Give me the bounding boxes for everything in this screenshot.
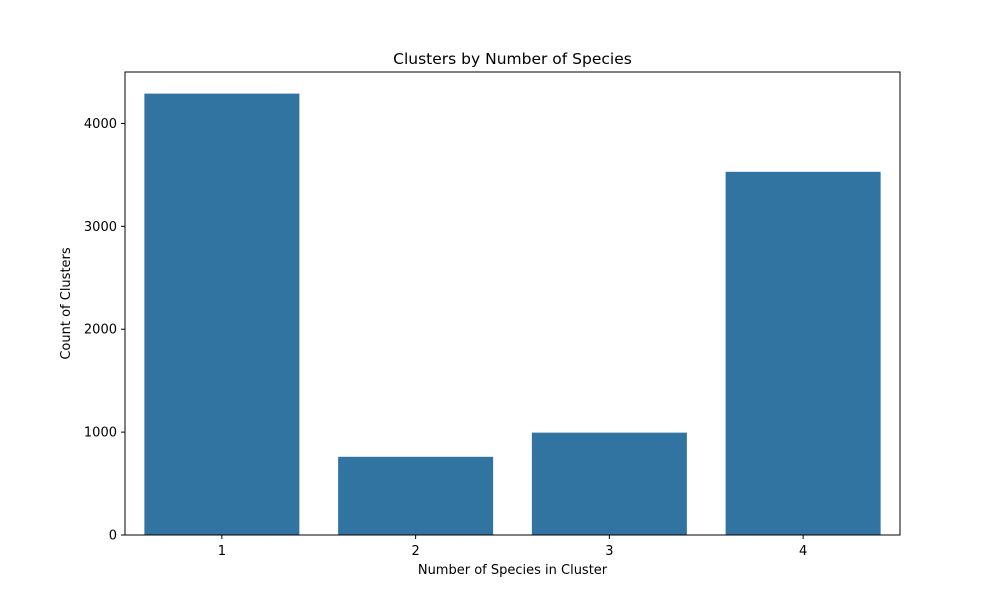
bar-3 xyxy=(531,432,687,535)
y-axis-label: Count of Clusters xyxy=(59,247,74,360)
y-tick-label: 0 xyxy=(109,529,117,544)
x-tick-label: 3 xyxy=(605,544,613,559)
y-tick-label: 2000 xyxy=(84,323,117,338)
plot-frame xyxy=(124,71,901,536)
y-tick-label: 4000 xyxy=(84,117,117,132)
x-tick-label: 1 xyxy=(218,544,226,559)
x-tick-label: 2 xyxy=(411,544,419,559)
y-tick-label: 3000 xyxy=(84,220,117,235)
bar-1 xyxy=(144,93,300,536)
x-tick-label: 4 xyxy=(799,544,807,559)
x-axis-ticks: 1 2 3 4 xyxy=(218,535,807,559)
bars-group xyxy=(144,93,881,536)
x-axis-label: Number of Species in Cluster xyxy=(418,563,608,578)
chart-title: Clusters by Number of Species xyxy=(393,50,632,68)
y-axis-ticks: 0 1000 2000 3000 4000 xyxy=(84,117,125,544)
bar-2 xyxy=(338,456,494,535)
bar-4 xyxy=(725,171,881,535)
y-tick-label: 1000 xyxy=(84,426,117,441)
